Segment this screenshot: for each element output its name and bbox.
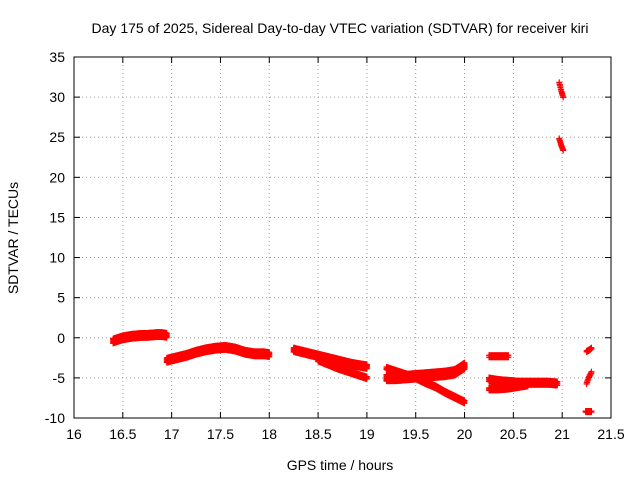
x-tick-label: 18	[261, 426, 277, 442]
grid	[74, 57, 611, 418]
x-tick-label: 19	[359, 426, 375, 442]
y-axis-label: SDTVAR / TECUs	[5, 182, 21, 294]
x-tick-label: 18.5	[304, 426, 331, 442]
chart-title: Day 175 of 2025, Sidereal Day-to-day VTE…	[92, 20, 589, 36]
data-points	[110, 79, 595, 416]
x-tick-label: 17	[164, 426, 180, 442]
y-tick-label: 30	[49, 89, 65, 105]
x-tick-label: 17.5	[207, 426, 234, 442]
y-tick-label: 20	[49, 169, 65, 185]
data-point	[266, 349, 273, 356]
y-tick-label: 5	[57, 290, 65, 306]
data-point	[363, 361, 370, 368]
x-tick-label: 21.5	[597, 426, 624, 442]
x-tick-label: 20	[457, 426, 473, 442]
y-tick-label: 10	[49, 250, 65, 266]
x-tick-label: 20.5	[500, 426, 527, 442]
ticks: 16 16.5 17 17.5 18 18.5 19 19.5 20 20.5 21 21.5 -10 -…	[45, 49, 625, 442]
x-tick-label: 19.5	[402, 426, 429, 442]
y-tick-label: 15	[49, 209, 65, 225]
y-tick-label: -10	[45, 410, 65, 426]
plot-frame	[73, 56, 612, 419]
x-axis-label: GPS time / hours	[287, 457, 394, 473]
x-tick-label: 16.5	[109, 426, 136, 442]
x-tick-label: 16	[66, 426, 82, 442]
y-tick-label: -5	[53, 370, 66, 386]
y-tick-label: 35	[49, 49, 65, 65]
y-tick-label: 0	[57, 330, 65, 346]
data-point	[163, 329, 170, 336]
x-tick-label: 21	[554, 426, 570, 442]
y-tick-label: 25	[49, 129, 65, 145]
